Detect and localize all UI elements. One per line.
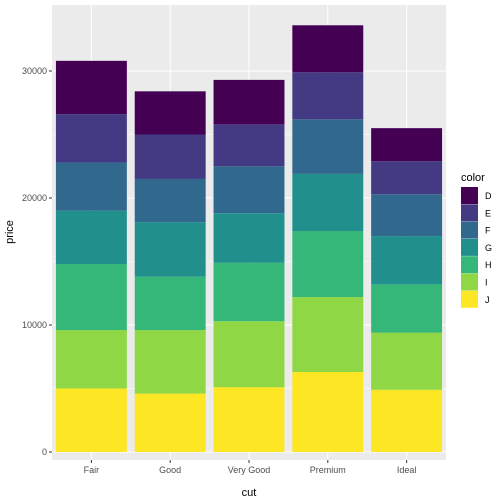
bar-segment: [213, 262, 285, 322]
bar-segment: [134, 178, 206, 223]
y-tick-label: 0: [42, 447, 47, 457]
x-tick-label: Good: [159, 465, 181, 475]
legend-key: [461, 290, 478, 308]
bar-segment: [134, 330, 206, 394]
legend-label: E: [485, 208, 491, 218]
y-tick-label: 20000: [22, 193, 47, 203]
x-axis-title: cut: [242, 487, 257, 499]
legend-label: G: [485, 243, 492, 253]
bar-segment: [55, 162, 127, 211]
bar-segment: [292, 25, 364, 73]
legend-key: [461, 256, 478, 274]
y-tick-label: 10000: [22, 320, 47, 330]
bar-segment: [55, 60, 127, 115]
bars-layer: [55, 25, 443, 452]
bar-segment: [292, 371, 364, 452]
legend-key: [461, 187, 478, 204]
x-tick-label: Ideal: [397, 465, 417, 475]
bar-segment: [371, 389, 443, 452]
bar-segment: [292, 119, 364, 174]
bar-segment: [55, 264, 127, 331]
bar-segment: [371, 236, 443, 285]
legend-label: J: [485, 295, 490, 305]
y-axis-title: price: [4, 220, 16, 244]
bar-segment: [292, 297, 364, 372]
bar-segment: [213, 79, 285, 125]
bar-segment: [213, 387, 285, 452]
bar-segment: [55, 388, 127, 452]
legend-label: F: [485, 226, 491, 236]
bar-segment: [371, 284, 443, 333]
bar-segment: [55, 210, 127, 265]
bar-segment: [213, 213, 285, 263]
bar-segment: [134, 134, 206, 179]
bar-segment: [55, 114, 127, 163]
legend-title: color: [461, 172, 485, 184]
legend-label: H: [485, 260, 492, 270]
bar-segment: [292, 231, 364, 298]
axes-layer: 0 10000 20000 30000 Fair Good Very Good Premium…: [22, 66, 416, 475]
bar-segment: [134, 91, 206, 135]
bar-segment: [292, 72, 364, 120]
bar-segment: [213, 166, 285, 214]
bar-segment: [371, 332, 443, 390]
legend-key: [461, 238, 478, 256]
legend-label: I: [485, 278, 488, 288]
bar-segment: [134, 276, 206, 331]
bar-segment: [213, 124, 285, 167]
x-tick-label: Fair: [84, 465, 100, 475]
legend-key: [461, 221, 478, 239]
bar-segment: [292, 173, 364, 232]
legend-key: [461, 273, 478, 291]
bar-segment: [371, 161, 443, 195]
legend-key: [461, 204, 478, 222]
bar-segment: [55, 330, 127, 389]
x-tick-label: Very Good: [228, 465, 271, 475]
y-tick-label: 30000: [22, 66, 47, 76]
legend-label: D: [485, 191, 492, 201]
bar-segment: [134, 222, 206, 277]
bar-segment: [134, 393, 206, 452]
bar-segment: [213, 321, 285, 388]
bar-segment: [371, 128, 443, 162]
x-tick-label: Premium: [310, 465, 346, 475]
bar-segment: [371, 194, 443, 237]
